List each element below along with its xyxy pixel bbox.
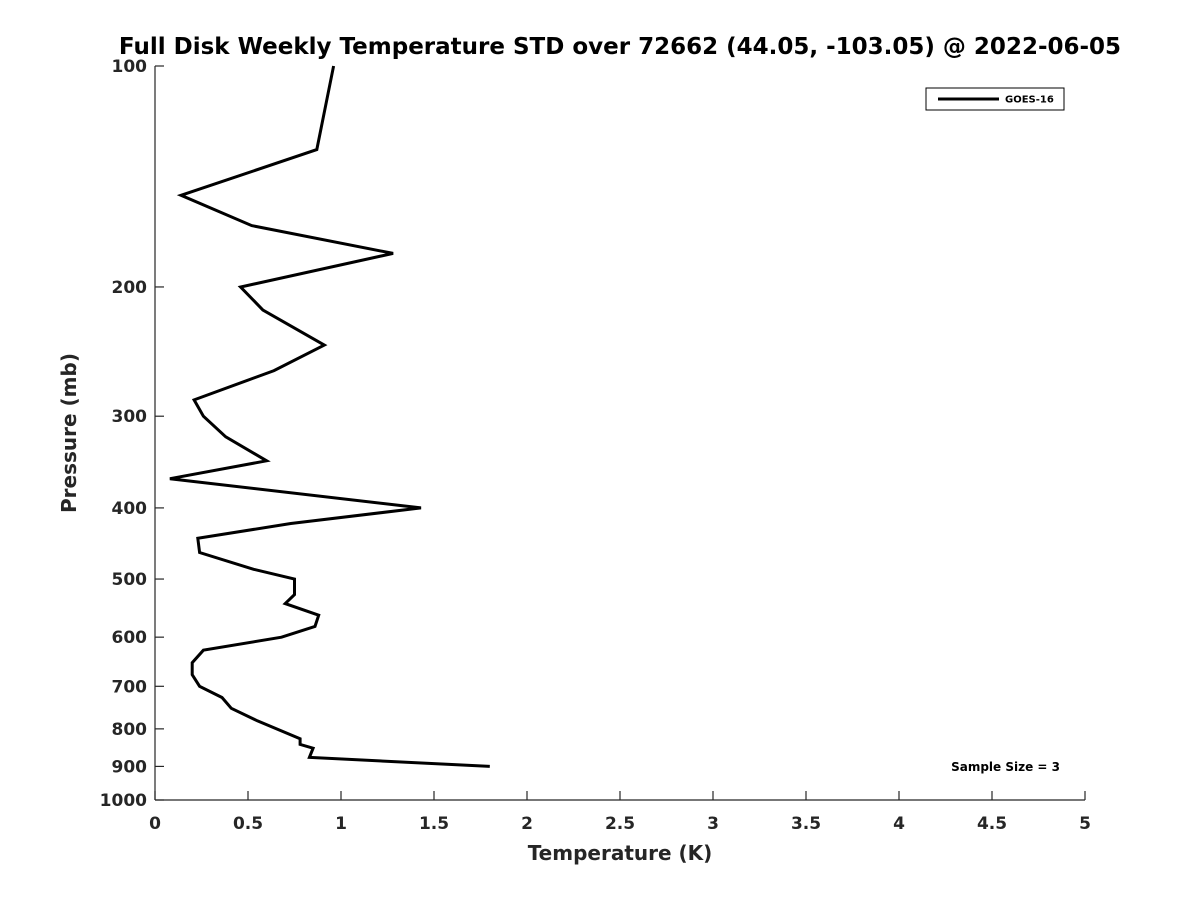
chart-title: Full Disk Weekly Temperature STD over 72…	[119, 34, 1121, 60]
y-tick-label: 900	[112, 757, 148, 777]
y-axis-label: Pressure (mb)	[57, 353, 81, 513]
legend: GOES-16	[925, 87, 1065, 111]
y-tick-label: 200	[112, 278, 148, 298]
x-tick-label: 3.5	[791, 814, 821, 834]
y-tick-label: 500	[112, 570, 148, 590]
x-tick-label: 1.5	[419, 814, 449, 834]
y-tick-label: 600	[112, 628, 148, 648]
x-ticks: 0 0.5 1 1.5 2 2.5 3 3.5 4 4.5 5	[149, 791, 1091, 834]
x-tick-label: 1	[335, 814, 347, 834]
plot-frame	[154, 66, 1085, 801]
legend-label: GOES-16	[1005, 95, 1054, 106]
x-tick-label: 4.5	[977, 814, 1007, 834]
x-tick-label: 5	[1079, 814, 1091, 834]
x-tick-label: 2	[521, 814, 533, 834]
x-tick-label: 0.5	[233, 814, 263, 834]
y-tick-label: 800	[112, 720, 148, 740]
sample-size-annotation: Sample Size = 3	[951, 760, 1060, 774]
y-ticks: 100 200 300 400 500 600 700 800 900 1000	[100, 57, 164, 811]
y-tick-label: 100	[112, 57, 148, 77]
x-tick-label: 4	[893, 814, 905, 834]
x-tick-label: 0	[149, 814, 161, 834]
y-tick-label: 1000	[100, 791, 147, 811]
y-tick-label: 300	[112, 407, 148, 427]
y-tick-label: 700	[112, 677, 148, 697]
x-tick-label: 2.5	[605, 814, 635, 834]
x-tick-label: 3	[707, 814, 719, 834]
y-tick-label: 400	[112, 499, 148, 519]
series-line-goes-16	[169, 65, 490, 768]
x-axis-label: Temperature (K)	[528, 841, 713, 865]
